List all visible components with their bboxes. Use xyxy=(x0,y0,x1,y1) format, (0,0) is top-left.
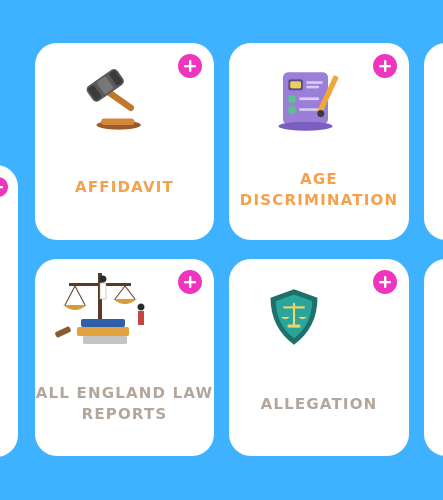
card-title-line2: DISCRIMINATION xyxy=(239,191,399,209)
plus-icon xyxy=(184,60,196,72)
shield-scales-icon xyxy=(270,289,318,345)
card-allegation[interactable]: ALLEGATION xyxy=(229,259,409,456)
card-title: ALL ENGLAND LAW REPORTS xyxy=(35,383,214,425)
card-partial-right-bottom[interactable] xyxy=(424,259,443,456)
card-age-discrimination[interactable]: AGE DISCRIMINATION xyxy=(229,43,409,240)
gavel-icon xyxy=(86,68,141,130)
card-title: AGE DISCRIMINATION xyxy=(229,169,409,211)
card-partial-left[interactable] xyxy=(0,165,18,457)
add-button[interactable] xyxy=(178,54,202,78)
document-checklist-icon xyxy=(278,72,339,131)
add-button[interactable] xyxy=(373,270,397,294)
plus-icon xyxy=(379,276,391,288)
minus-icon xyxy=(0,186,3,189)
card-all-england-law-reports[interactable]: ALL ENGLAND LAW REPORTS xyxy=(35,259,214,456)
card-title: ALLEGATION xyxy=(260,395,378,413)
card-title: AFFIDAVIT xyxy=(75,178,174,196)
scales-of-justice-icon xyxy=(55,273,145,344)
card-title-line1: AGE xyxy=(300,170,338,188)
card-partial-right-top[interactable] xyxy=(424,43,443,240)
remove-button[interactable] xyxy=(0,177,8,197)
add-button[interactable] xyxy=(373,54,397,78)
plus-icon xyxy=(184,276,196,288)
card-affidavit[interactable]: AFFIDAVIT xyxy=(35,43,214,240)
plus-icon xyxy=(379,60,391,72)
card-title-line2: REPORTS xyxy=(81,405,168,423)
add-button[interactable] xyxy=(178,270,202,294)
card-title-line1: ALL ENGLAND LAW xyxy=(35,384,214,402)
